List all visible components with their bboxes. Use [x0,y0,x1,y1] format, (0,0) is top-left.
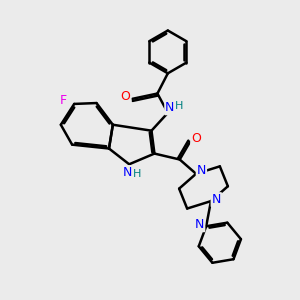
Text: H: H [175,101,183,111]
Text: N: N [212,193,221,206]
Text: H: H [133,169,141,179]
Text: N: N [165,101,175,114]
Text: F: F [60,94,68,107]
Text: N: N [197,164,206,177]
Text: O: O [121,90,130,103]
Text: N: N [195,218,204,231]
Text: O: O [191,132,201,145]
Text: N: N [123,166,132,179]
